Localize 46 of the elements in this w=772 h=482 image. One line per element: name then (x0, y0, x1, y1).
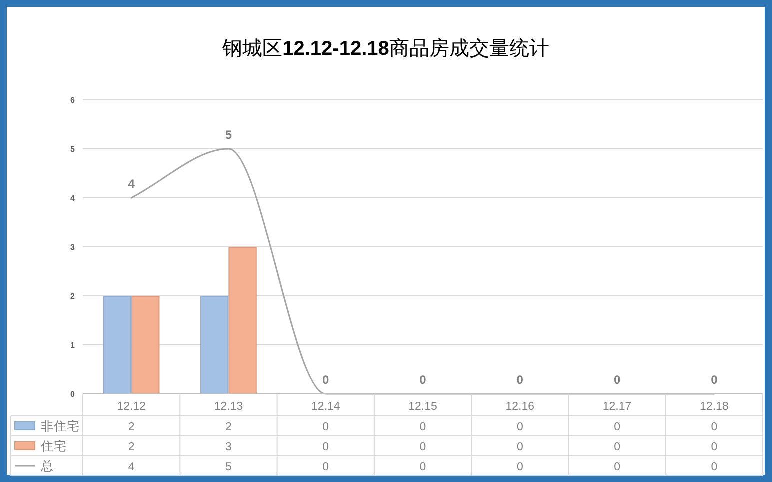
data-label: 0 (711, 442, 718, 454)
data-label: 0 (420, 422, 426, 434)
data-label: 0 (322, 462, 330, 474)
x-tick-label: 12.15 (408, 401, 438, 413)
data-label: 0 (420, 442, 426, 454)
data-label: 0 (516, 422, 524, 434)
data-label: 2 (128, 442, 135, 454)
x-tick-label: 12.16 (506, 401, 535, 413)
y-tick-label: 3 (70, 243, 75, 252)
annotation: 0 (614, 373, 621, 387)
x-tick-label: 12.13 (214, 401, 244, 413)
y-tick-label: 1 (70, 341, 75, 350)
annotation: 4 (128, 177, 135, 191)
data-label: 4 (128, 462, 135, 474)
annotation: 0 (322, 373, 330, 387)
data-label: 0 (420, 462, 426, 474)
chart-title: 钢城区12.12-12.18商品房成交量统计 (222, 38, 550, 60)
data-label: 5 (226, 462, 232, 474)
data-label: 0 (322, 422, 330, 434)
annotation: 0 (711, 373, 718, 387)
annotation: 0 (516, 373, 524, 387)
y-tick-label: 4 (70, 194, 75, 203)
x-tick-label: 12.12 (117, 401, 146, 413)
y-tick-label: 2 (70, 292, 75, 301)
data-label: 0 (516, 462, 524, 474)
legend-label: 非住宅 (41, 420, 80, 434)
annotation: 5 (225, 128, 232, 142)
data-label: 2 (226, 422, 232, 434)
y-tick-label: 0 (70, 390, 75, 399)
data-label: 0 (614, 442, 620, 454)
legend-label: 住宅 (41, 440, 67, 454)
data-label: 0 (516, 442, 524, 454)
data-label: 0 (322, 442, 330, 454)
x-tick-label: 12.17 (602, 401, 632, 413)
data-label: 0 (614, 422, 620, 434)
data-label: 2 (128, 422, 135, 434)
x-tick-label: 12.18 (700, 401, 729, 413)
data-label: 0 (614, 462, 620, 474)
y-tick-label: 5 (70, 145, 75, 154)
legend-label: 总 (41, 460, 54, 474)
data-label: 0 (711, 422, 718, 434)
data-label: 0 (711, 462, 718, 474)
annotation: 0 (420, 373, 426, 387)
data-label: 3 (226, 442, 232, 454)
x-tick-label: 12.14 (311, 401, 340, 413)
y-tick-label: 6 (70, 96, 75, 105)
